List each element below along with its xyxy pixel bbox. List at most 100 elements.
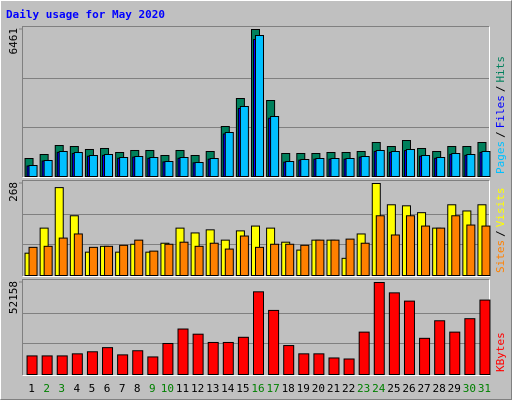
bar [421,155,431,177]
x-tick-label: 8 [134,382,141,395]
bar [328,357,340,376]
bar [375,215,385,277]
legend-entry: Visits [494,188,507,228]
bar [421,225,431,277]
bar [117,354,129,375]
chart-title: Daily usage for May 2020 [6,8,165,21]
bar [104,245,114,276]
bar [330,158,340,177]
bar [28,165,38,177]
bar [164,243,174,277]
bar [28,246,38,277]
x-tick-label: 13 [206,382,219,395]
bar [405,215,415,277]
plot-edge-light [22,180,490,277]
bar [390,150,400,177]
x-tick-label: 17 [266,382,279,395]
bar [73,151,83,177]
bar [285,161,295,177]
bar [224,248,234,277]
bar [43,245,53,276]
bar [283,345,295,376]
x-tick-label: 26 [402,382,415,395]
bar [149,157,159,177]
x-tick-label: 30 [463,382,476,395]
bar [194,162,204,177]
x-tick-label: 1 [28,382,35,395]
bar [300,244,310,277]
bar [88,155,98,177]
x-tick-label: 10 [161,382,174,395]
x-tick-label: 22 [342,382,355,395]
legend: Sites / Visits [494,188,507,274]
x-tick-label: 19 [297,382,310,395]
x-tick-label: 18 [282,382,295,395]
x-tick-label: 24 [372,382,386,395]
bar [43,160,53,177]
bar [192,333,204,375]
bar [255,246,264,277]
bar [358,331,370,375]
bar [224,131,234,177]
bar [436,157,446,177]
bar [373,282,385,375]
bar [86,351,98,375]
bar [119,157,129,177]
y-tick-label: 268 [7,182,20,202]
bar [134,156,144,177]
bar [360,156,370,177]
x-tick-label: 3 [58,382,65,395]
bar [71,353,83,375]
bar [270,243,280,277]
bar [207,341,219,376]
bar [119,244,129,277]
legend-entry: Files [494,95,507,128]
bar [222,341,234,376]
bar [41,355,53,375]
bar [56,355,68,375]
legend-separator: / [494,230,507,237]
bar [481,225,491,277]
bar [134,239,144,276]
bar [194,245,204,276]
x-tick-label: 15 [236,382,249,395]
bar [419,337,431,375]
bar [253,291,264,376]
bar [58,237,68,277]
x-tick-label: 7 [119,382,126,395]
y-tick-label: 52158 [7,281,20,314]
bar [147,356,159,375]
bar [481,150,491,177]
bar [88,246,98,277]
bar [179,241,189,276]
bar [315,158,325,177]
bar [466,153,476,177]
x-tick-label: 16 [251,382,264,395]
bar [102,347,114,376]
bar [315,239,325,276]
legend: Pages / Files / Hits [494,56,507,174]
bar [26,355,38,375]
legend-separator: / [494,86,507,93]
bar [209,242,219,276]
x-tick-label: 6 [104,382,111,395]
x-tick-label: 9 [149,382,156,395]
bar [164,161,174,177]
bar [149,250,159,276]
bar [388,292,400,376]
bar [375,149,385,177]
bar [345,238,355,276]
legend-entry: Sites [494,240,507,273]
bar [209,158,219,177]
bar [464,318,476,375]
bar [449,331,461,375]
bar [451,215,461,277]
bar [177,328,189,376]
bar [285,243,295,277]
plot-edge-dark [22,180,490,277]
bar [479,299,491,375]
legend-separator: / [494,131,507,138]
